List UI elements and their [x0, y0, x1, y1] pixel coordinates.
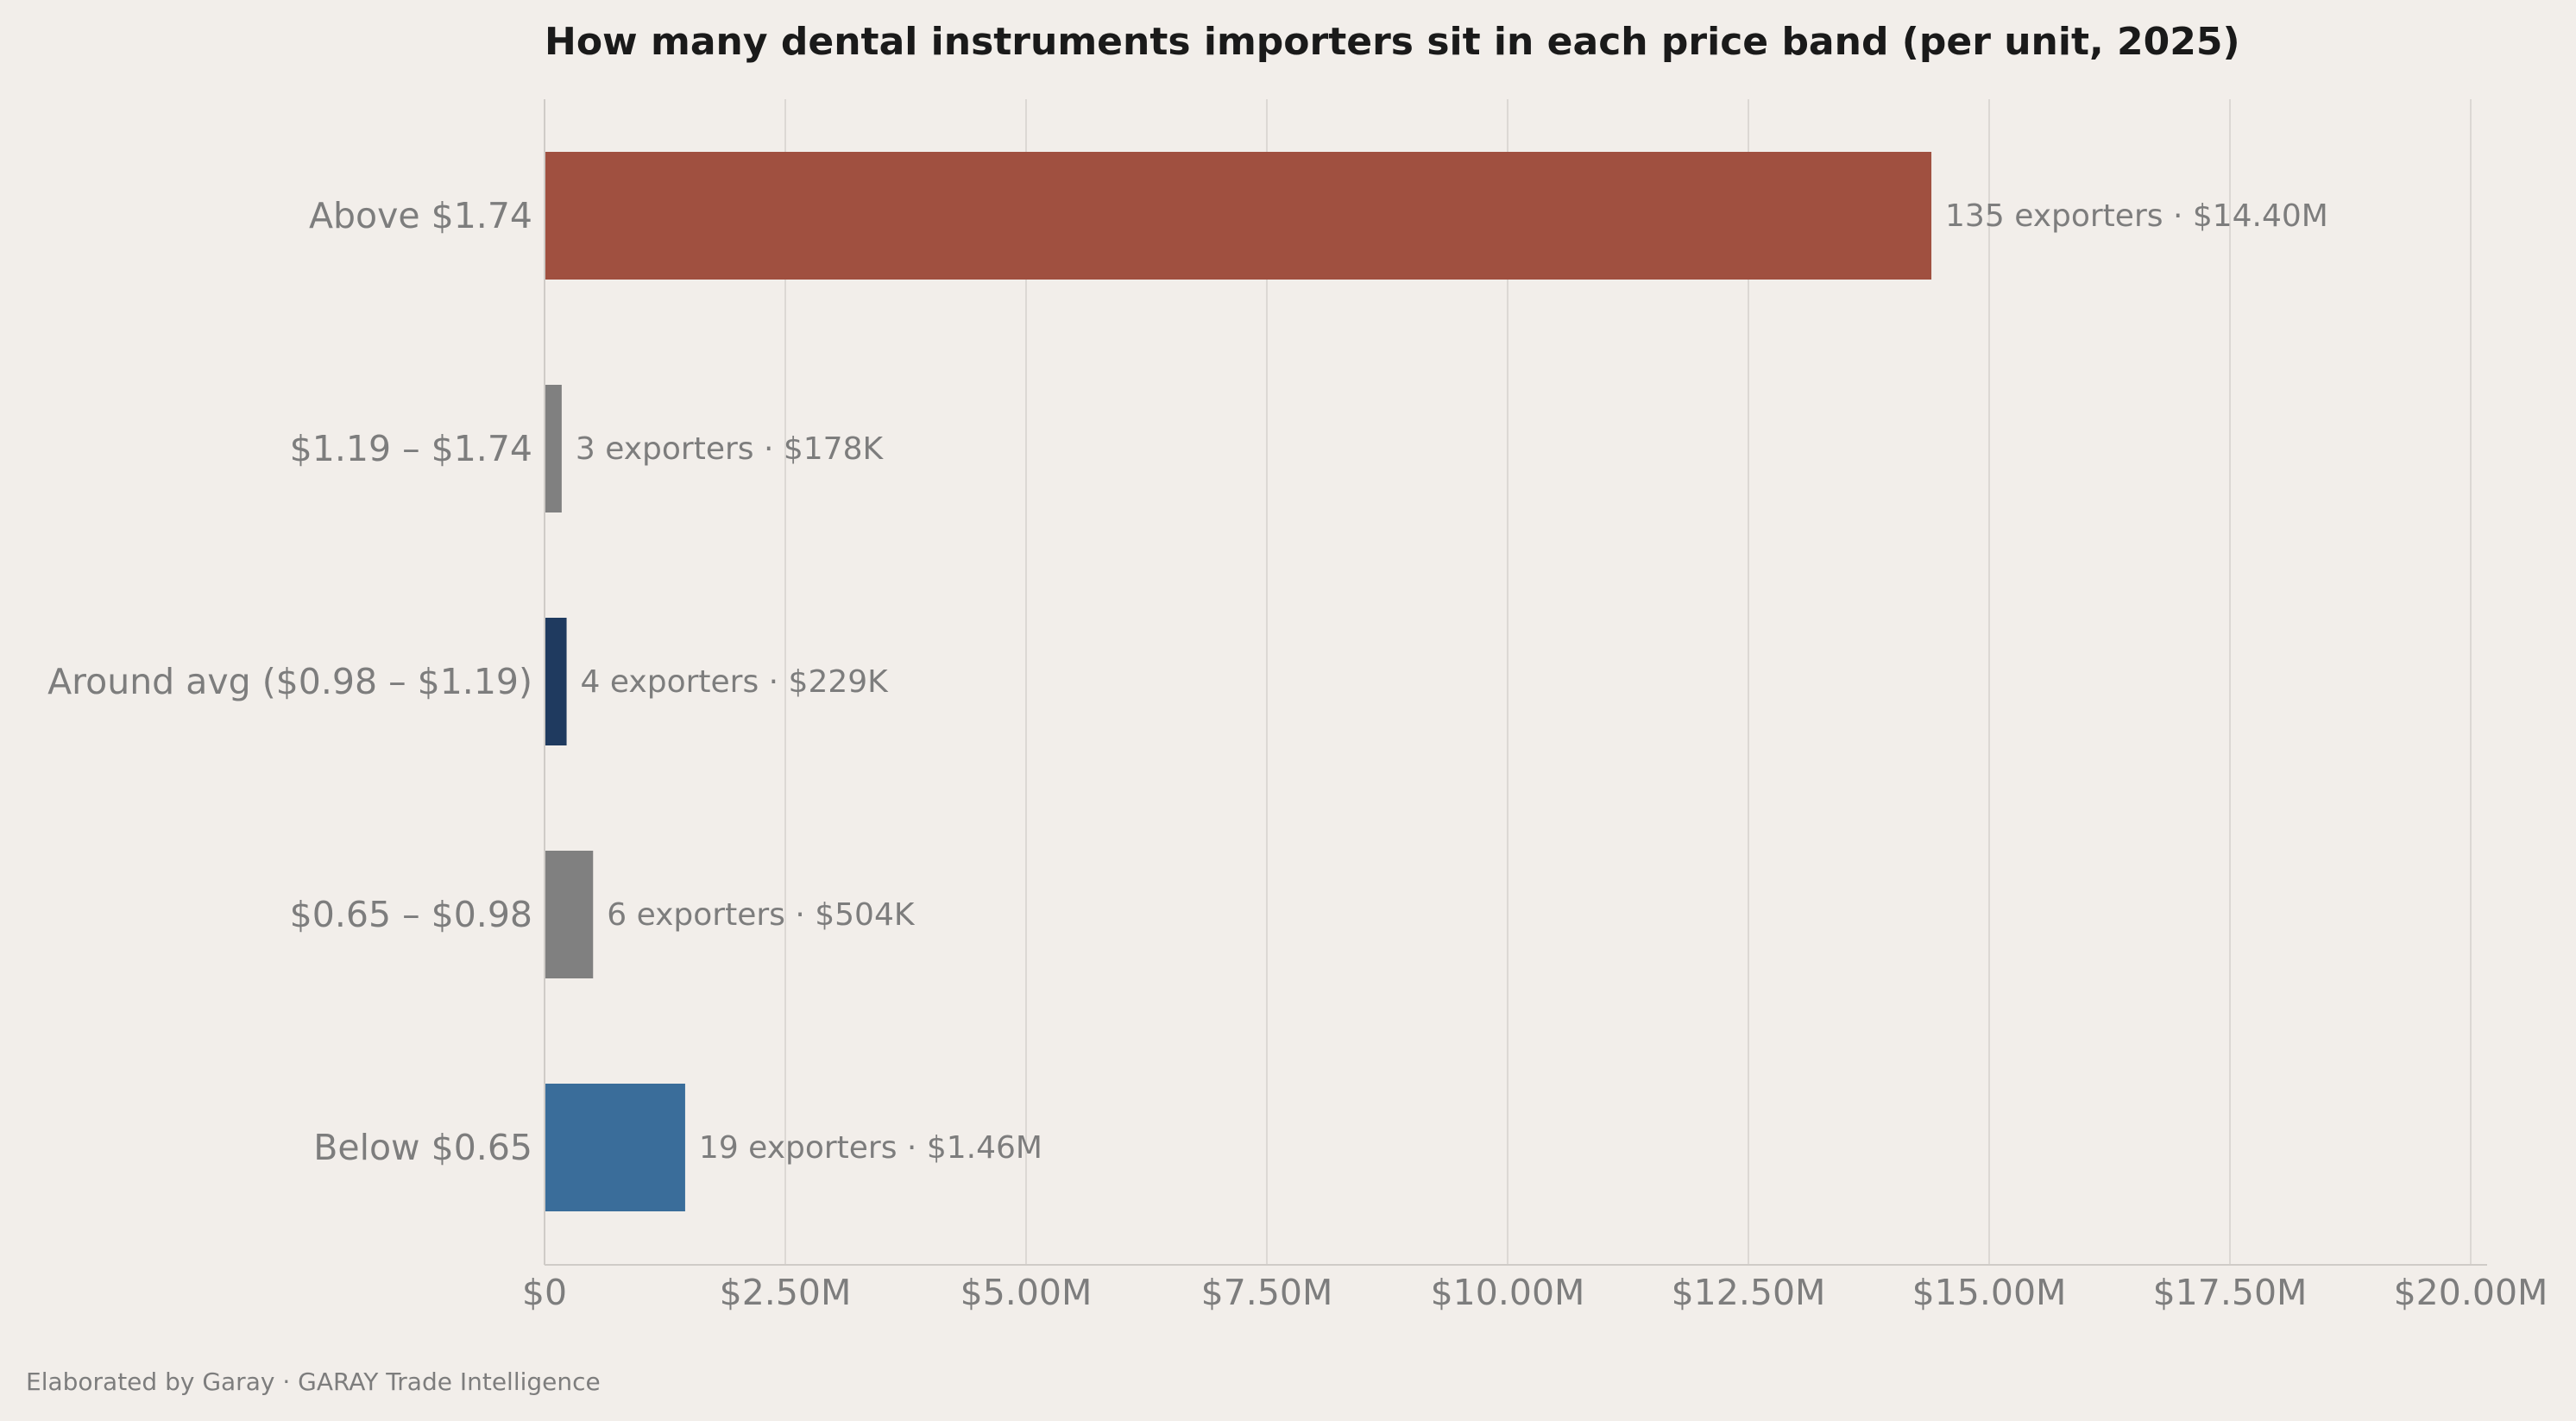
bar-data-label: 135 exporters · $14.40M [1945, 198, 2328, 234]
bar-data-label: 6 exporters · $504K [607, 897, 916, 933]
x-tick-label: $7.50M [1201, 1272, 1333, 1313]
bar-data-label: 19 exporters · $1.46M [699, 1130, 1042, 1166]
category-labels: Above $1.74 $1.19 – $1.74 Around avg ($0.9… [47, 195, 532, 1168]
bar [545, 618, 567, 745]
x-tick-label: $0 [522, 1272, 567, 1313]
x-tick-label: $2.50M [720, 1272, 852, 1313]
bar [545, 385, 562, 512]
x-tick-label: $10.00M [1431, 1272, 1585, 1313]
gridlines [544, 99, 2487, 1266]
bar-data-label: 4 exporters · $229K [581, 664, 890, 700]
category-label: Below $0.65 [313, 1127, 532, 1168]
x-tick-label: $12.50M [1672, 1272, 1826, 1313]
x-axis-ticks: $0 $2.50M $5.00M $7.50M $10.00M $12.50M $15.00… [522, 1272, 2548, 1313]
chart-title: How many dental instruments importers si… [545, 20, 2240, 64]
category-label: $1.19 – $1.74 [290, 428, 532, 469]
bar [545, 1084, 685, 1211]
x-tick-label: $15.00M [1912, 1272, 2067, 1313]
category-label: Around avg ($0.98 – $1.19) [47, 661, 532, 702]
bar [545, 851, 594, 978]
x-tick-label: $5.00M [960, 1272, 1093, 1313]
footer-credit: Elaborated by Garay · GARAY Trade Intell… [26, 1368, 601, 1396]
bar [545, 152, 1932, 280]
x-tick-label: $20.00M [2394, 1272, 2548, 1313]
category-label: $0.65 – $0.98 [290, 894, 532, 935]
category-label: Above $1.74 [309, 195, 532, 236]
bars [545, 152, 1932, 1211]
bar-data-label: 3 exporters · $178K [576, 431, 885, 467]
bar-labels: 135 exporters · $14.40M 3 exporters · $17… [576, 198, 2328, 1166]
x-tick-label: $17.50M [2153, 1272, 2308, 1313]
